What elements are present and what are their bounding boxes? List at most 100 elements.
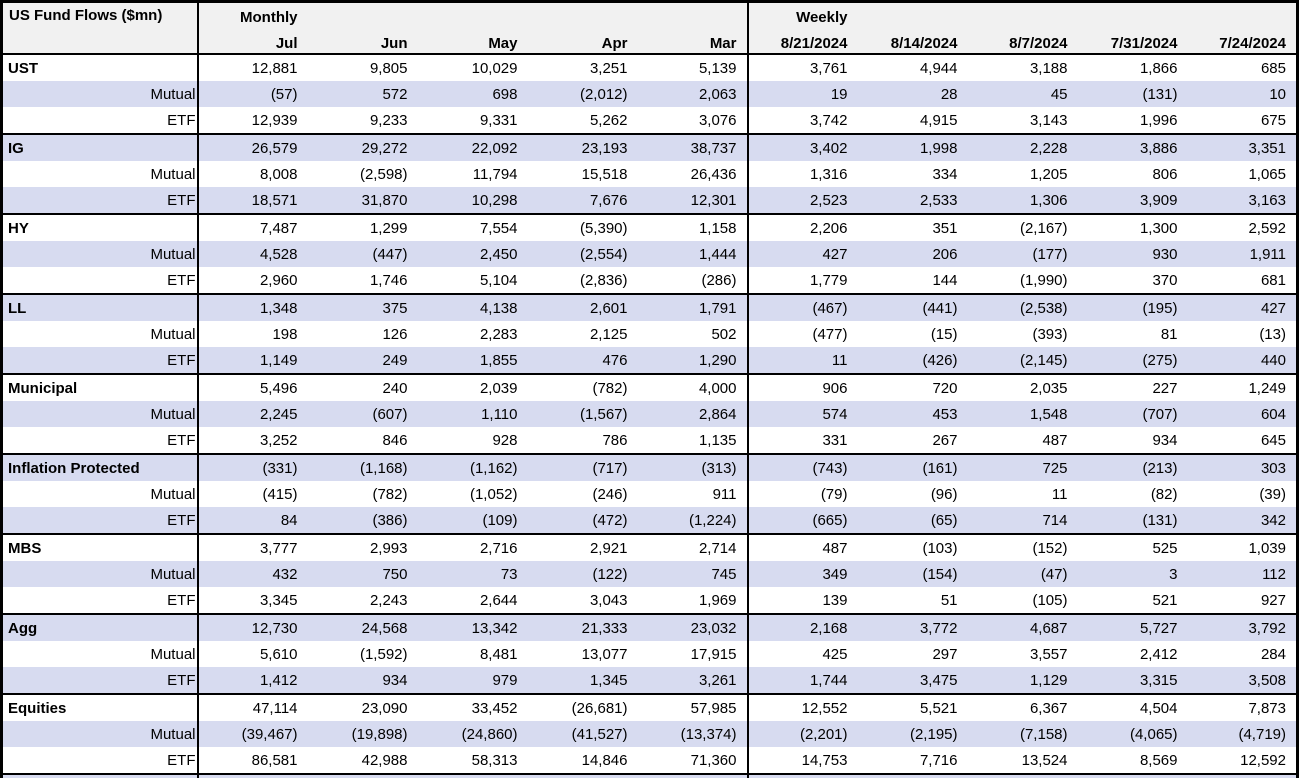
sub-row: Mutual (57) 572 698 (2,012) 2,063 19 28 45 (131) 1… xyxy=(1,81,1298,107)
cell-monthly: 126 xyxy=(382,325,408,343)
cell-weekly: 1,249 xyxy=(1187,373,1298,401)
cell-weekly: 19 xyxy=(746,81,858,107)
cell-monthly: 33,452 xyxy=(417,693,528,721)
cell-weekly: 28 xyxy=(857,81,968,107)
cell-monthly: (286) xyxy=(701,271,737,289)
cell-monthly: 375 xyxy=(307,293,418,321)
cell-monthly: 8,481 xyxy=(479,645,518,663)
cell-weekly: 681 xyxy=(1260,271,1286,289)
cell-monthly: 1,345 xyxy=(527,667,638,694)
cell-monthly: 2,864 xyxy=(637,401,748,427)
cell-monthly: 9,331 xyxy=(479,111,518,129)
group-row: MBS 3,777 2,993 2,716 2,921 2,714 487 (103) (152… xyxy=(1,533,1298,561)
cell-weekly: (477) xyxy=(746,321,858,347)
cell-monthly: 21,333 xyxy=(527,613,638,641)
cell-weekly: (2,195) xyxy=(857,721,968,747)
row-label: ETF xyxy=(1,507,199,534)
cell-weekly: 29,296 xyxy=(857,773,968,778)
group-row: Equities 47,114 23,090 33,452 (26,681) 57,985… xyxy=(1,693,1298,721)
cell-monthly: (41,527) xyxy=(527,721,638,747)
cell-monthly: (472) xyxy=(527,507,638,534)
cell-weekly: (393) xyxy=(1032,325,1068,343)
cell-monthly: 502 xyxy=(711,325,737,343)
row-label: Mutual xyxy=(1,561,199,587)
group-label: MMFs xyxy=(1,773,199,778)
group-row: IG 26,579 29,272 22,092 23,193 38,737 3,402 1,9… xyxy=(1,133,1298,161)
cell-weekly: 14,753 xyxy=(746,747,858,774)
row-label: Mutual xyxy=(1,161,199,187)
cell-weekly: (105) xyxy=(1032,591,1068,609)
cell-weekly: 934 xyxy=(1152,431,1178,449)
cell-monthly: (24,860) xyxy=(417,721,528,747)
cell-weekly: 4,504 xyxy=(1077,693,1188,721)
cell-weekly: 6,367 xyxy=(967,693,1078,721)
section-label-monthly: Monthly xyxy=(197,1,308,31)
cell-monthly: (70,642) xyxy=(637,773,748,778)
cell-weekly: 139 xyxy=(746,587,858,614)
cell-monthly: (5,390) xyxy=(527,213,638,241)
cell-weekly: (22,799) xyxy=(1187,773,1298,778)
cell-monthly: (19,898) xyxy=(307,721,418,747)
cell-monthly: 9,233 xyxy=(369,111,408,129)
cell-weekly: 1,205 xyxy=(1029,165,1068,183)
cell-monthly: 24,568 xyxy=(307,613,418,641)
sub-row: ETF 1,149 249 1,855 476 1,290 11 (426) (2,145) (2… xyxy=(1,347,1298,374)
cell-weekly: (213) xyxy=(1077,453,1188,481)
cell-weekly: 1,996 xyxy=(1139,111,1178,129)
header-spacer xyxy=(307,1,418,31)
cell-monthly: 5,104 xyxy=(479,271,518,289)
cell-monthly: 4,138 xyxy=(417,293,528,321)
column-header-week: 8/14/2024 xyxy=(857,31,968,54)
sub-row: Mutual 198 126 2,283 2,125 502 (477) (15) (393) 8… xyxy=(1,321,1298,347)
cell-weekly: 284 xyxy=(1260,645,1286,663)
sub-row: Mutual (39,467) (19,898) (24,860) (41,527) (1… xyxy=(1,721,1298,747)
cell-weekly: (177) xyxy=(967,241,1078,267)
cell-weekly: 45 xyxy=(967,81,1078,107)
cell-weekly: 3,315 xyxy=(1077,667,1188,694)
cell-weekly: 453 xyxy=(857,401,968,427)
row-label: Mutual xyxy=(1,401,199,427)
cell-weekly: (665) xyxy=(746,507,858,534)
cell-weekly: 144 xyxy=(932,271,958,289)
cell-monthly: 750 xyxy=(307,561,418,587)
cell-monthly: 5,139 xyxy=(637,53,748,81)
group-label: Municipal xyxy=(1,373,199,401)
sub-row: ETF 2,960 1,746 5,104 (2,836) (286) 1,779 144 (1… xyxy=(1,267,1298,294)
row-label: Mutual xyxy=(1,241,199,267)
group-label: UST xyxy=(1,53,199,81)
cell-weekly: (1,990) xyxy=(1019,271,1068,289)
cell-weekly: 1,911 xyxy=(1187,241,1298,267)
cell-monthly: 2,039 xyxy=(417,373,528,401)
cell-monthly: 47,114 xyxy=(197,693,308,721)
group-label: MBS xyxy=(1,533,199,561)
cell-weekly: 427 xyxy=(1187,293,1298,321)
cell-monthly: 2,921 xyxy=(527,533,638,561)
row-label: ETF xyxy=(1,187,199,214)
cell-monthly: 2,063 xyxy=(637,81,748,107)
cell-monthly: (39,467) xyxy=(197,721,308,747)
cell-monthly: 240 xyxy=(307,373,418,401)
cell-weekly: 3,909 xyxy=(1077,187,1188,214)
cell-monthly: (2,836) xyxy=(579,271,628,289)
row-label: Mutual xyxy=(1,481,199,507)
cell-monthly: 7,487 xyxy=(197,213,308,241)
cell-weekly: 525 xyxy=(1077,533,1188,561)
column-header-month: Jul xyxy=(197,31,308,54)
cell-weekly: 297 xyxy=(932,645,958,663)
cell-monthly: 2,245 xyxy=(197,401,308,427)
group-label: HY xyxy=(1,213,199,241)
cell-weekly: 1,866 xyxy=(1077,53,1188,81)
column-header-week: 7/24/2024 xyxy=(1187,31,1298,54)
cell-weekly: (79) xyxy=(746,481,858,507)
cell-weekly: 12,592 xyxy=(1240,751,1286,769)
cell-monthly: 31,870 xyxy=(307,187,418,214)
cell-monthly: 3,251 xyxy=(527,53,638,81)
cell-monthly: (1,592) xyxy=(359,645,408,663)
sub-row: Mutual 432 750 73 (122) 745 349 (154) (47) 3 112 xyxy=(1,561,1298,587)
cell-weekly: 51 xyxy=(940,591,958,609)
sub-row: ETF 3,345 2,243 2,644 3,043 1,969 139 51 (105) 52… xyxy=(1,587,1298,614)
cell-weekly: (195) xyxy=(1077,293,1188,321)
cell-weekly: 10 xyxy=(1187,81,1298,107)
cell-weekly: 3,188 xyxy=(967,53,1078,81)
cell-monthly: 42,988 xyxy=(361,751,408,769)
